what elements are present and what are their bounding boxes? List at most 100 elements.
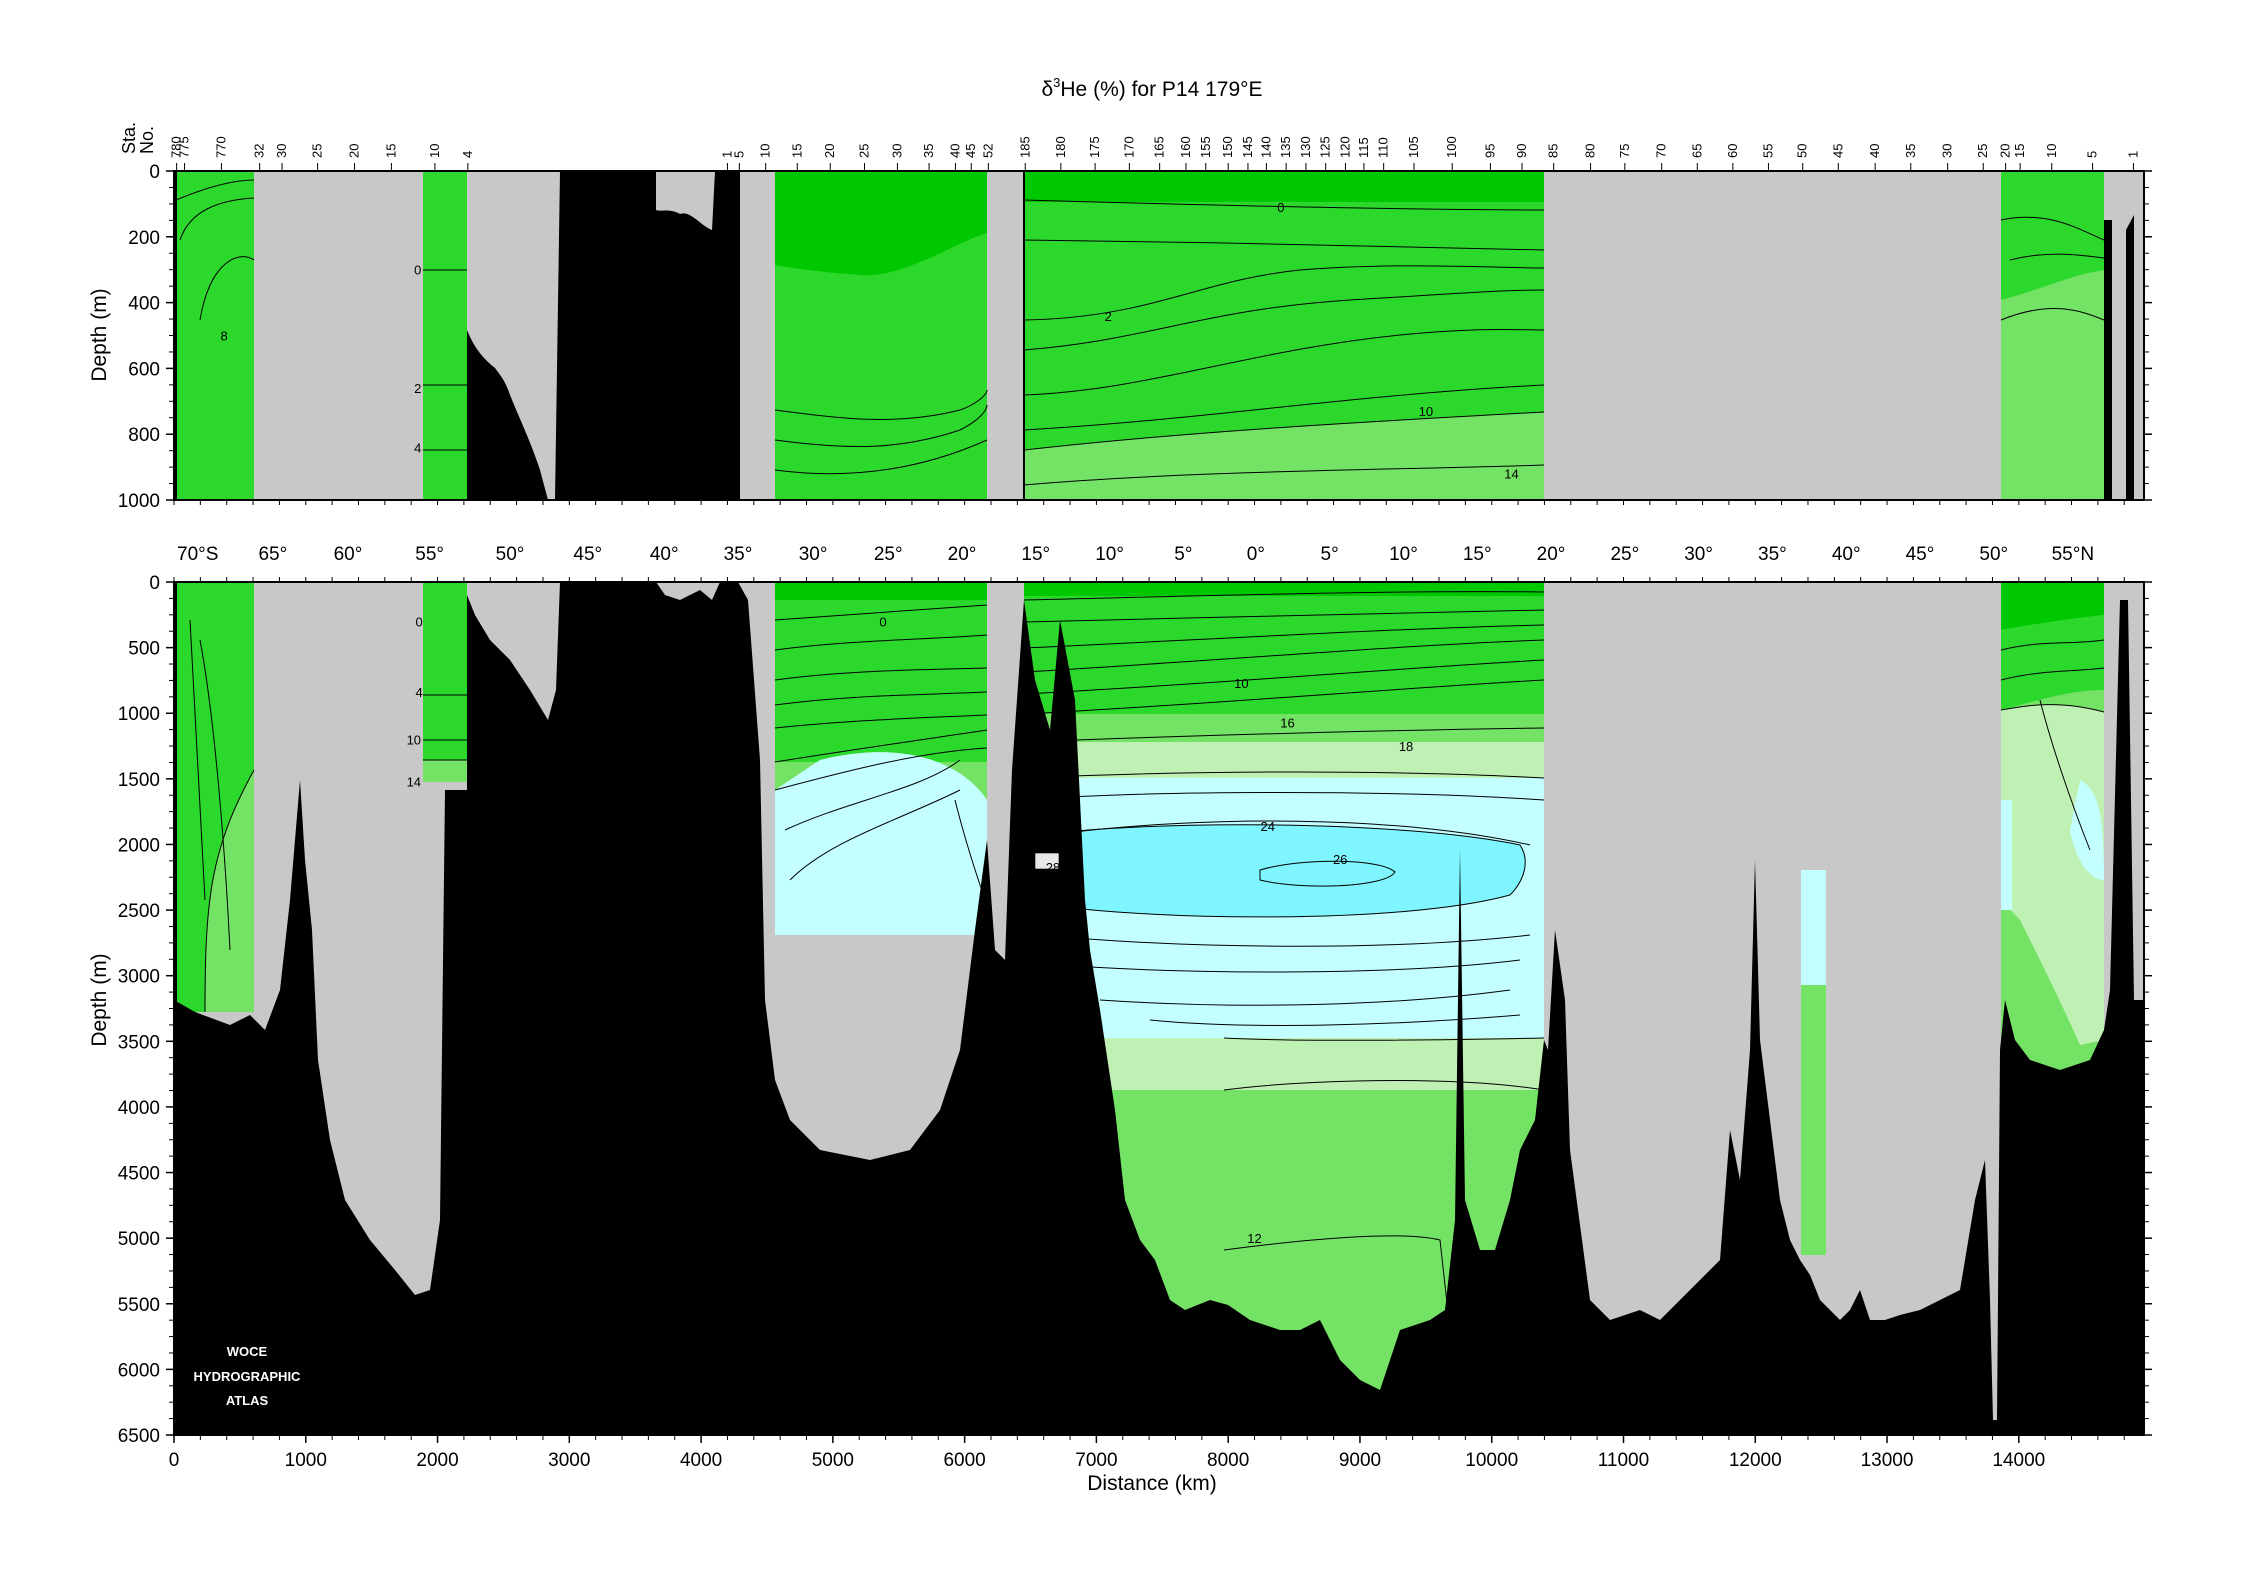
lower-mid-deep [775,752,987,935]
upper-contour-line [175,179,255,201]
lower-mid-patch-2 [1801,985,1826,1255]
upper-contour-line [1023,384,1545,431]
lower-contour-line [1023,679,1545,715]
upper-contour-line [1023,328,1545,396]
y-tick-label: 1500 [118,770,160,791]
lower-edge-strip [174,582,177,1435]
upper-contour-line [1023,464,1545,486]
contour-label-box [1034,852,1060,870]
x-tick-label: 1000 [285,1450,327,1471]
y-tick-label: 3000 [118,967,160,988]
latitude-label: 55° [415,544,444,565]
station-axis-label: Sta. [119,122,139,154]
upper-contour-line [1023,239,1545,251]
x-tick-label: 9000 [1339,1450,1381,1471]
station-label: 780 [169,136,184,158]
x-tick-label: 13000 [1861,1450,1914,1471]
lower-mid-core [775,582,987,600]
x-tick-label: 6000 [943,1450,985,1471]
latitude-label: 5° [1321,544,1339,565]
y-tick-label: 4000 [118,1098,160,1119]
y-tick-label: 5500 [118,1295,160,1316]
station-label: 5 [2085,151,2100,158]
latitude-label: 55°N [2052,544,2094,565]
station-label: 770 [213,136,228,158]
lower-contour-line [1223,1235,1451,1331]
lower-contour-line [1259,860,1396,887]
station-label: 145 [1240,136,1255,158]
contour-label: 18 [1399,739,1413,754]
station-label: 4 [460,151,475,158]
y-tick-label: 2000 [118,835,160,856]
y-tick-label: 200 [128,228,160,249]
upper-contour-line [179,197,255,241]
station-label: 30 [889,144,904,158]
y-tick-label: 6000 [118,1360,160,1381]
contour-label: 14 [1504,467,1518,482]
station-label: 1 [2125,151,2140,158]
watermark-line-1: WOCE [227,1344,268,1359]
upper-y-axis-title: Depth (m) [88,288,111,381]
upper-contour-line [1023,289,1545,351]
lower-contour-line [1223,1080,1545,1091]
y-tick-label: 5000 [118,1229,160,1250]
latitude-label: 10° [1389,544,1418,565]
station-label: 20 [347,144,362,158]
y-tick-label: 3500 [118,1032,160,1053]
station-label: 115 [1356,137,1371,158]
station-label: 160 [1178,136,1193,158]
station-label: 125 [1318,136,1333,158]
contour-label: 26 [1333,852,1347,867]
watermark-line-3: ATLAS [226,1393,269,1408]
watermark-line-2: HYDROGRAPHIC [194,1369,302,1384]
latitude-label: 0° [1247,544,1265,565]
latitude-label: 50° [496,544,525,565]
lower-contour-line [1023,792,1545,801]
contour-label: 4 [415,685,422,700]
x-tick-label: 3000 [548,1450,590,1471]
contour-label: 4 [414,440,421,455]
lower-bathymetry [174,582,2144,1435]
contour-label: 2 [1105,309,1112,324]
station-label: 15 [383,144,398,158]
lower-contour-line [774,729,988,763]
lower-mid-patch [1801,870,1826,985]
lower-contour-line [1023,727,1545,743]
lower-contour-line [1039,934,1531,947]
latitude-label: 45° [1906,544,1935,565]
x-tick-label: 14000 [1992,1450,2045,1471]
lower-contour-line [204,769,255,1013]
lower-panel: 0 10 16 18 24 26 28 12 0 4 10 14 0 500 1000 1500 2000 25… [88,573,2152,1447]
lower-y-ticks: 0500100015002000250030003500400045005000… [118,573,2152,1447]
lower-contour-line [2000,667,2105,681]
lower-contour-line [789,789,961,881]
station-label: 155 [1198,136,1213,158]
lower-contour-line [1039,824,1526,918]
latitude-label: 60° [334,544,363,565]
lower-eq-band-10 [1024,714,1544,742]
contour-label: 0 [1277,200,1284,215]
station-label: 100 [1444,136,1459,158]
lower-contour-line [1149,1014,1521,1026]
lower-contour-line [1223,1037,1545,1041]
station-label: 70 [1654,144,1669,158]
station-label: 85 [1546,144,1561,158]
station-label: 95 [1482,144,1497,158]
lower-eq-surface [1024,582,1544,596]
lower-north-band [2001,615,2104,710]
latitude-label: 45° [573,544,602,565]
y-tick-label: 0 [149,162,160,183]
station-label: 135 [1278,136,1293,158]
x-tick-label: 10000 [1465,1450,1518,1471]
x-axis-ticks: 0 1000 2000 3000 4000 5000 6000 7000 8000 9000 100… [169,500,2125,1471]
lower-contour-line [1023,591,1545,601]
lower-contours [189,591,2105,1331]
contour-label: 0 [879,614,886,629]
contour-label: 2 [414,381,421,396]
upper-contour-line [774,404,988,448]
station-label: 25 [856,144,871,158]
station-label: 15 [789,144,804,158]
station-label: 35 [1903,144,1918,158]
